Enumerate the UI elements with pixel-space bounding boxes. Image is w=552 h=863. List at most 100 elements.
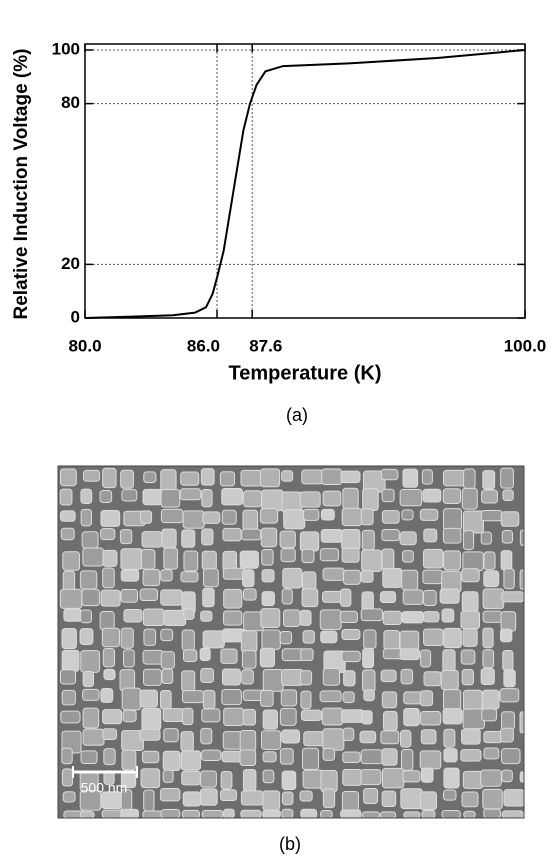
grain <box>181 809 200 819</box>
grain <box>501 810 524 819</box>
grain <box>322 788 336 809</box>
grain <box>82 670 95 688</box>
grain <box>321 468 343 485</box>
grain <box>281 808 294 819</box>
grain <box>200 727 213 745</box>
grain <box>300 648 314 662</box>
grain <box>299 531 320 552</box>
y-tick-label: 100 <box>52 39 80 58</box>
grain <box>262 769 275 784</box>
grain <box>241 528 262 541</box>
grain <box>381 548 395 571</box>
grain <box>303 731 325 747</box>
grain <box>61 689 76 706</box>
grain <box>59 488 73 506</box>
grain <box>301 588 319 608</box>
grain <box>300 670 313 686</box>
grain <box>501 769 513 783</box>
grain <box>159 690 172 710</box>
grain <box>180 471 200 486</box>
x-tick-label: 80.0 <box>68 336 101 355</box>
grain <box>380 669 397 683</box>
grain <box>360 508 374 526</box>
grain <box>422 611 440 623</box>
grain <box>423 528 438 543</box>
grain <box>262 668 284 692</box>
grain <box>380 730 400 745</box>
grain <box>80 609 92 624</box>
grain <box>219 471 236 487</box>
grain <box>501 711 515 731</box>
grain <box>140 549 156 570</box>
grain <box>99 611 115 631</box>
grain <box>461 568 480 583</box>
grain <box>141 750 160 764</box>
grain <box>60 527 75 541</box>
grain <box>243 490 263 508</box>
grain <box>239 550 259 569</box>
grain <box>80 750 98 765</box>
grain <box>101 627 121 648</box>
grain <box>462 510 484 534</box>
grain <box>340 588 352 607</box>
grain <box>443 767 460 789</box>
grain <box>299 790 313 802</box>
grain <box>142 649 164 665</box>
grain <box>280 548 296 563</box>
grain <box>283 609 301 627</box>
grain <box>341 529 361 551</box>
grain <box>200 770 217 788</box>
grain <box>381 767 405 789</box>
grain <box>79 790 102 811</box>
grain <box>439 588 460 604</box>
grain <box>360 769 382 786</box>
grain <box>402 550 414 563</box>
grain <box>59 588 83 609</box>
grain <box>183 550 199 572</box>
grain <box>261 549 274 566</box>
grain <box>221 689 242 706</box>
grain <box>281 770 297 791</box>
grain <box>280 689 298 707</box>
grain <box>159 787 181 802</box>
grain <box>442 708 463 725</box>
grain <box>400 788 423 810</box>
grain <box>223 588 243 609</box>
grain <box>519 569 525 590</box>
grain <box>121 687 142 711</box>
grain <box>261 569 275 583</box>
grain <box>59 669 77 685</box>
grain <box>482 470 496 490</box>
grain <box>103 748 116 766</box>
grain <box>240 469 263 487</box>
grain <box>443 748 458 763</box>
grain <box>181 690 205 704</box>
grain <box>381 748 398 766</box>
grain <box>381 790 397 807</box>
grain <box>382 711 398 732</box>
grain <box>421 809 436 819</box>
grain <box>501 591 525 603</box>
grain <box>361 529 375 551</box>
grain <box>202 568 219 588</box>
grain <box>379 591 397 603</box>
grain <box>99 489 113 503</box>
grain <box>279 631 293 645</box>
grain <box>260 468 281 488</box>
grain <box>201 708 221 723</box>
grain <box>201 809 224 819</box>
grain <box>483 730 503 744</box>
grain <box>519 529 525 547</box>
grain <box>81 588 100 607</box>
grain <box>223 610 243 626</box>
grain <box>320 508 335 521</box>
grain <box>262 709 278 730</box>
grain <box>259 508 279 524</box>
grain <box>180 750 202 771</box>
grain <box>342 727 355 741</box>
grain <box>483 808 501 819</box>
grain <box>360 570 374 583</box>
grain <box>82 728 105 746</box>
grain <box>319 690 342 703</box>
grain <box>79 628 94 645</box>
